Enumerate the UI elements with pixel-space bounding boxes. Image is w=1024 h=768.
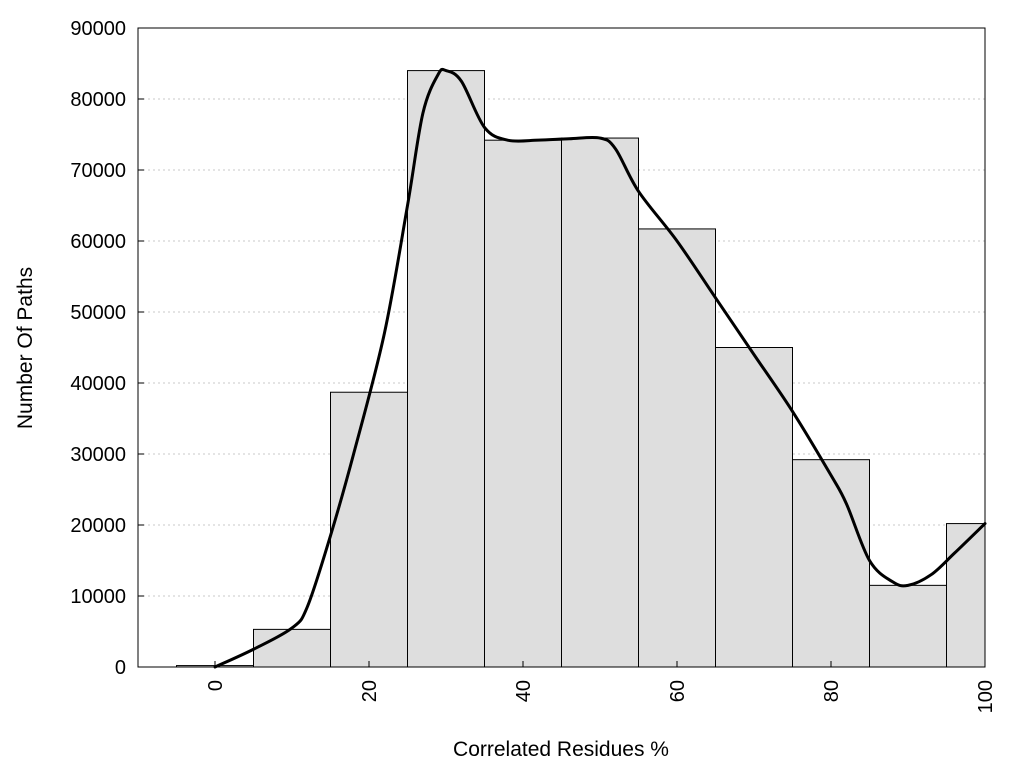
x-tick-label-5: 100	[975, 680, 997, 713]
density-curve-layer	[213, 67, 987, 669]
histogram-bars	[176, 70, 986, 668]
density-curve	[213, 67, 987, 669]
x-axis-title: Correlated Residues %	[453, 738, 669, 761]
y-tick-label-4: 40000	[70, 373, 126, 395]
y-tick-label-8: 80000	[70, 89, 126, 111]
bar-60	[638, 228, 716, 668]
bar-90	[869, 584, 947, 668]
x-tick-label-3: 60	[667, 680, 689, 702]
y-tick-label-5: 50000	[70, 302, 126, 324]
x-tick-label-1: 20	[359, 680, 381, 702]
x-axis: 0 20 40 60 80 100	[205, 661, 997, 713]
y-tick-label-3: 30000	[70, 444, 126, 466]
y-tick-label-9: 90000	[70, 18, 126, 40]
x-tick-label-4: 80	[821, 680, 843, 702]
bar-10	[253, 628, 331, 668]
bar-80	[792, 459, 870, 668]
bar-100	[946, 523, 986, 668]
x-tick-label-2: 40	[513, 680, 535, 702]
y-tick-label-1: 10000	[70, 586, 126, 608]
y-axis-title: Number Of Paths	[14, 267, 37, 429]
y-axis: 0 10000 20000 30000 40000 50000 60000 70000 8000…	[70, 18, 144, 679]
y-tick-label-6: 60000	[70, 231, 126, 253]
bar-30	[407, 70, 485, 668]
y-tick-label-2: 20000	[70, 515, 126, 537]
x-tick-label-0: 0	[205, 680, 227, 691]
y-tick-label-7: 70000	[70, 160, 126, 182]
y-tick-label-0: 0	[115, 657, 126, 679]
bar-50	[561, 137, 639, 668]
plot-frame	[137, 27, 986, 668]
bar-20	[330, 391, 408, 668]
bar-40	[484, 139, 562, 668]
